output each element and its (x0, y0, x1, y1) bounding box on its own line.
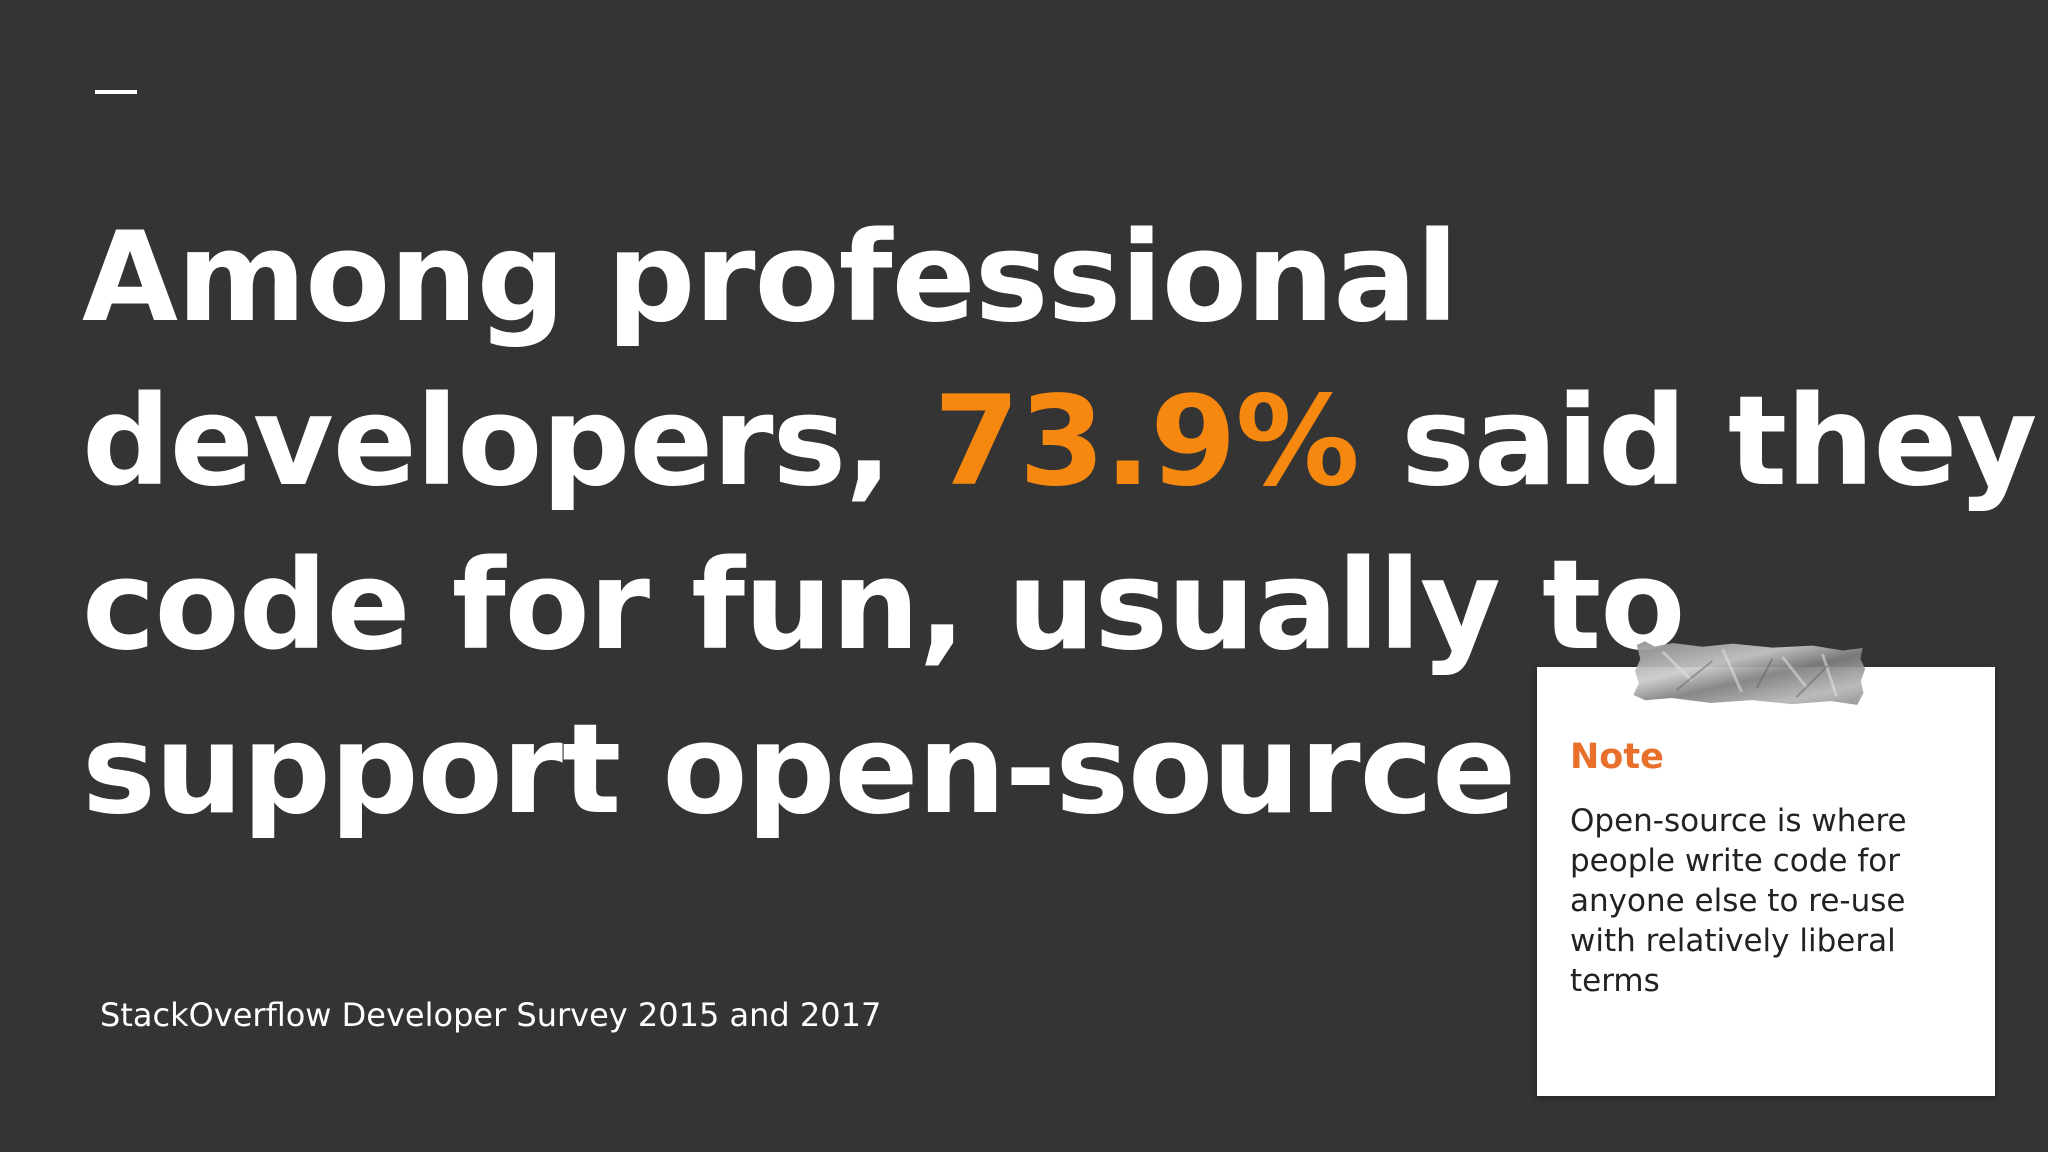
headline-line-4: support open-source (82, 698, 1516, 842)
headline-line-2-end: said they (1358, 370, 2037, 514)
headline-line-1: Among professional (82, 206, 1459, 350)
headline-line-2: developers, 73.9% said they (82, 360, 2037, 524)
headline-line-2-start: developers, (82, 370, 934, 514)
headline: Among professional developers, 73.9% sai… (82, 196, 2037, 852)
headline-line-3: code for fun, usually to (82, 534, 1685, 678)
note-body: Open-source is where people write code f… (1570, 803, 1907, 999)
decorative-dash (95, 90, 137, 94)
note-title: Note (1570, 737, 1664, 777)
source-citation: StackOverflow Developer Survey 2015 and … (100, 996, 882, 1034)
highlight-statistic: 73.9% (933, 370, 1360, 514)
tape-icon (1633, 641, 1866, 705)
note-card: Note Open-source is where people write c… (1537, 667, 1995, 1096)
